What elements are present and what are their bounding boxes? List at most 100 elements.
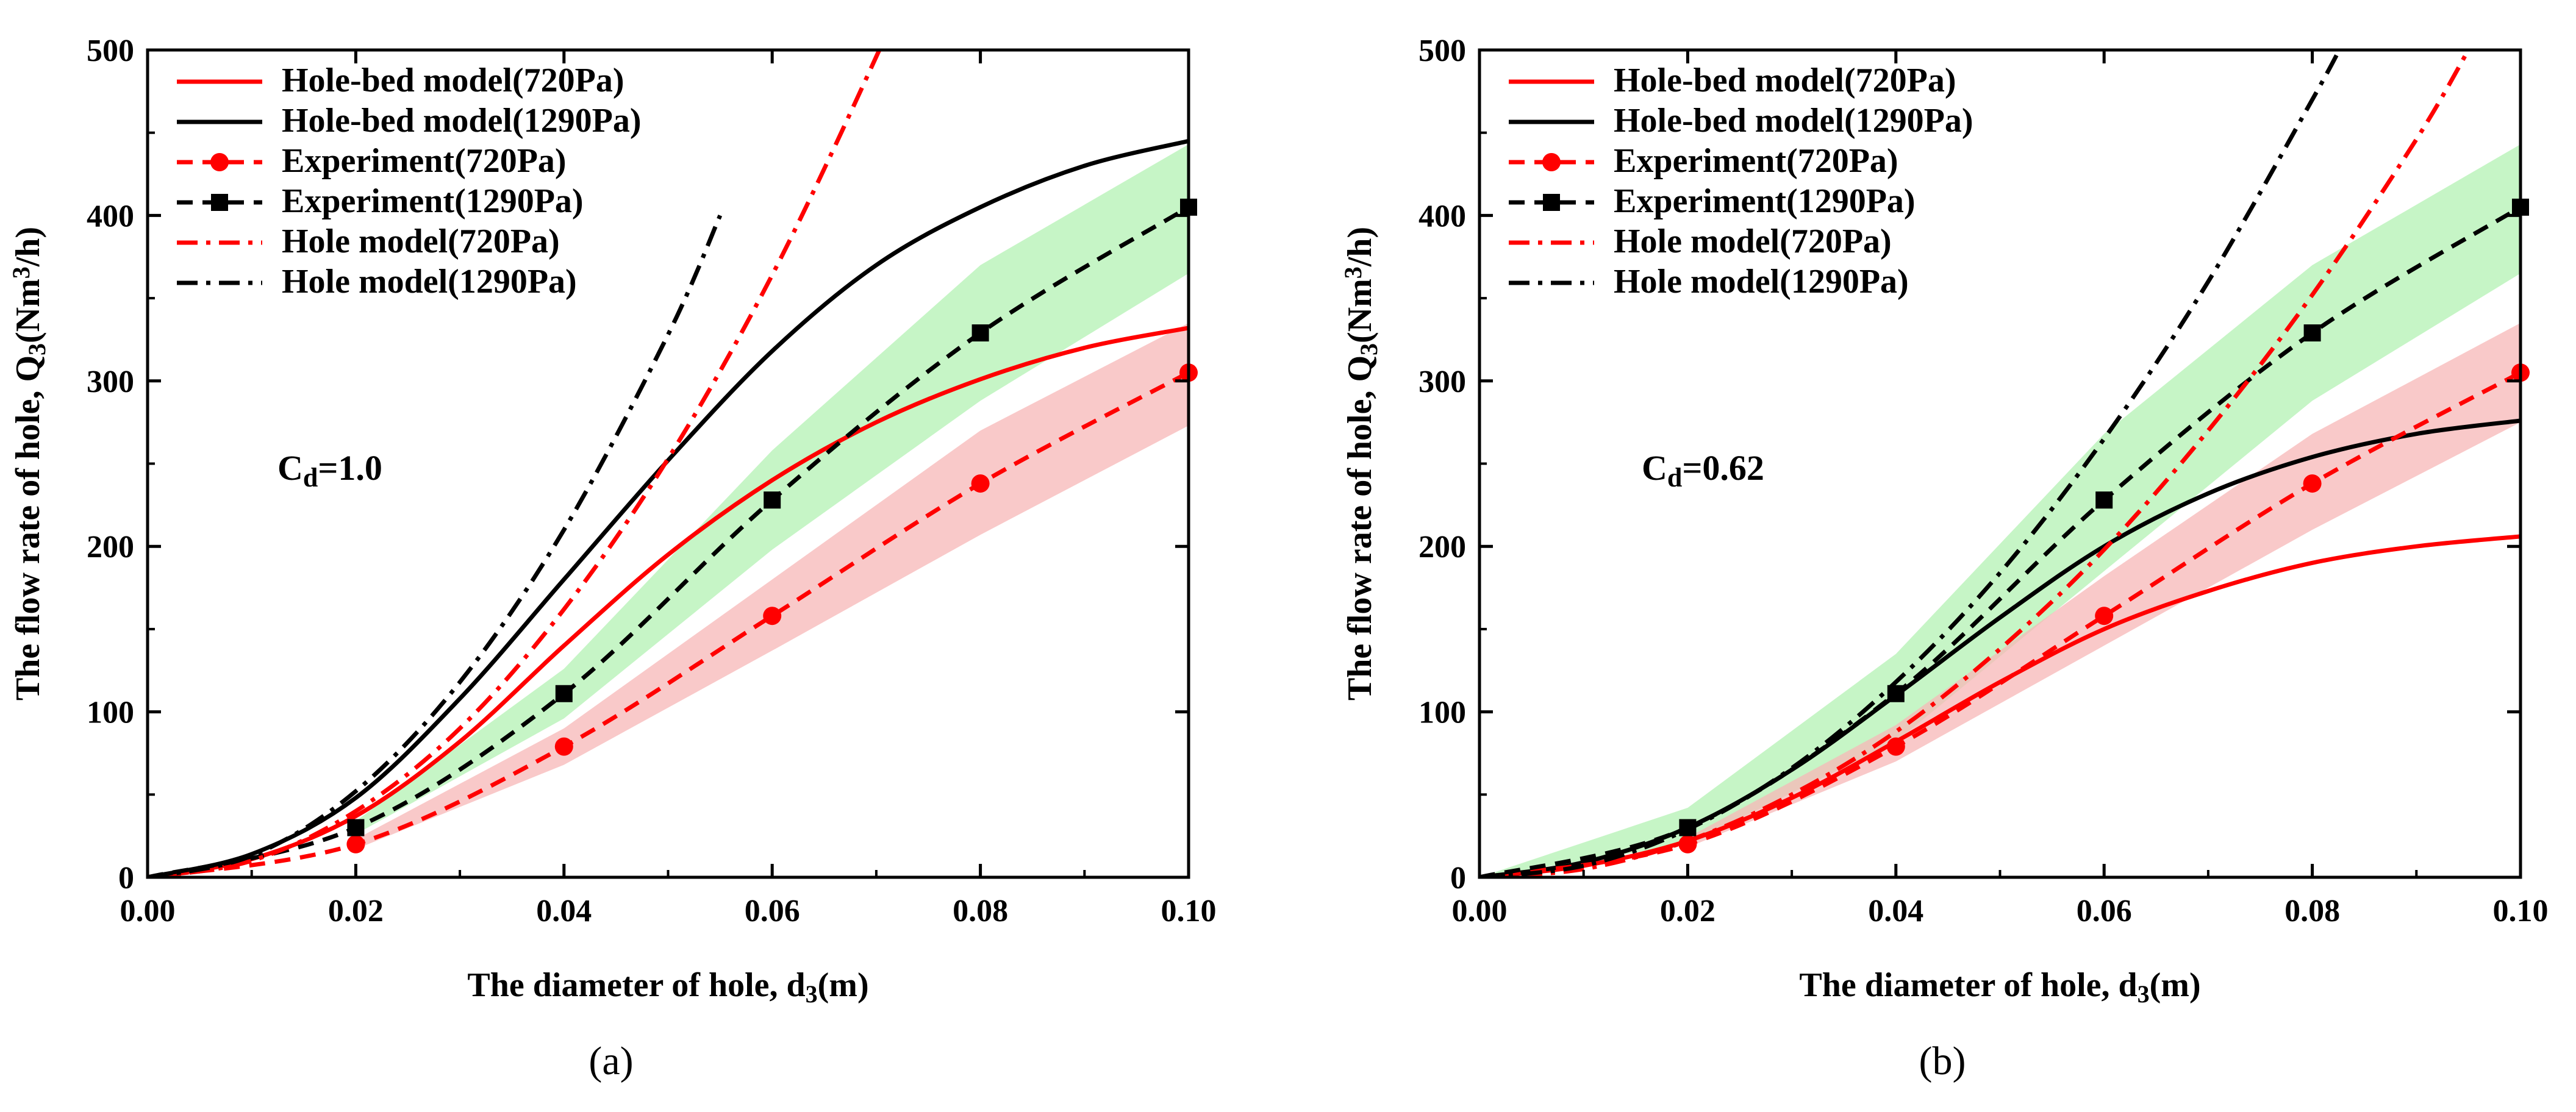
y-axis-title-sub: 3 (1355, 343, 1383, 355)
plot-area (148, 50, 1189, 877)
x-tick-label: 0.06 (745, 894, 800, 928)
y-axis-title-mid: (Nm (1341, 279, 1379, 343)
data-point-experiment-720pa (763, 607, 782, 626)
x-tick-label: 0.04 (536, 894, 592, 928)
legend-label: Hole-bed model(720Pa) (1614, 62, 1956, 99)
data-point-experiment-1290pa (555, 685, 573, 702)
y-tick-label: 300 (1419, 365, 1466, 399)
data-point-experiment-720pa (2095, 607, 2114, 626)
x-axis-title-main: The diameter of hole, d (1799, 966, 2137, 1004)
legend-marker (211, 194, 228, 211)
data-point-experiment-720pa (346, 835, 365, 854)
x-tick-label: 0.00 (1452, 894, 1508, 928)
cd-annotation: Cd=1.0 (277, 448, 382, 493)
x-tick-label: 0.08 (2284, 894, 2340, 928)
cd-annotation-rest: =0.62 (1682, 448, 1764, 488)
x-axis-title: The diameter of hole, d3(m) (467, 966, 868, 1008)
data-point-experiment-1290pa (2095, 491, 2113, 509)
data-point-experiment-1290pa (764, 491, 781, 509)
data-point-experiment-720pa (1678, 835, 1697, 854)
legend-label: Hole-bed model(1290Pa) (282, 102, 641, 140)
legend-label: Hole-bed model(720Pa) (282, 62, 624, 99)
x-axis-title-rest: (m) (818, 966, 869, 1004)
y-axis-title: The flow rate of hole, Q3(Nm3/h) (7, 227, 51, 700)
x-tick-label: 0.02 (328, 894, 384, 928)
x-axis-title-sub: 3 (2138, 980, 2150, 1008)
legend-label: Experiment(720Pa) (282, 142, 567, 180)
y-tick-label: 500 (87, 34, 134, 68)
data-point-experiment-1290pa (971, 324, 989, 342)
y-axis-title-rest: /h) (1341, 227, 1379, 267)
cd-annotation-sub: d (1667, 463, 1682, 493)
band-red (1687, 323, 2521, 848)
band-red (356, 323, 1189, 849)
x-tick-label: 0.10 (2493, 894, 2549, 928)
y-tick-label: 300 (87, 365, 134, 399)
y-tick-label: 200 (1419, 530, 1466, 565)
y-axis-title-sup: 3 (1339, 266, 1367, 279)
cd-annotation-main: C (1642, 448, 1667, 488)
legend-label: Hole model(1290Pa) (282, 263, 577, 301)
cd-annotation-main: C (277, 448, 303, 488)
x-tick-label: 0.10 (1161, 894, 1217, 928)
y-tick-label: 0 (1450, 861, 1466, 896)
legend-marker (210, 153, 229, 171)
data-point-experiment-720pa (554, 737, 573, 756)
y-tick-label: 400 (1419, 199, 1466, 233)
data-point-experiment-1290pa (347, 819, 365, 836)
series-line-hole-model-1290pa (1479, 50, 2342, 877)
cd-annotation-sub: d (303, 463, 318, 493)
cd-annotation-rest: =1.0 (318, 448, 382, 488)
x-tick-label: 0.02 (1660, 894, 1716, 928)
x-tick-label: 0.08 (953, 894, 1008, 928)
series-line-hole-bed-model-720pa (148, 326, 1189, 877)
chart-panel-b: 0.00 0.02 0.04 0.06 0.08 0.10 0 100 200 300 400 500… (1339, 34, 2549, 1083)
x-axis-title-rest: (m) (2150, 966, 2201, 1004)
panel-caption: (b) (1919, 1039, 1966, 1083)
plot-area (1479, 50, 2521, 877)
series-line-experiment-720pa (148, 371, 1189, 877)
legend-label: Hole model(720Pa) (1614, 223, 1892, 260)
legend-label: Experiment(1290Pa) (1614, 182, 1916, 220)
y-axis-title-mid: (Nm (9, 279, 47, 343)
x-axis-title: The diameter of hole, d3(m) (1799, 966, 2200, 1008)
series-line-experiment-720pa (1479, 371, 2521, 877)
band-green (356, 144, 1189, 835)
legend-marker (1543, 194, 1560, 211)
data-point-experiment-1290pa (1679, 819, 1697, 836)
y-tick-label: 400 (87, 199, 134, 233)
panel-caption: (a) (589, 1039, 633, 1083)
chart-panel-a: 0.00 0.02 0.04 0.06 0.08 0.10 0 100 200 300 400 500… (7, 34, 1217, 1083)
data-point-experiment-720pa (1886, 737, 1905, 756)
x-tick-label: 0.04 (1868, 894, 1923, 928)
legend-label: Experiment(720Pa) (1614, 142, 1898, 180)
cd-annotation: Cd=0.62 (1642, 448, 1764, 493)
band-green (1479, 144, 2521, 877)
y-axis-title-sup: 3 (7, 266, 35, 279)
y-axis-title-main: The flow rate of hole, Q (1341, 355, 1379, 700)
y-tick-label: 200 (87, 530, 134, 565)
y-axis-title-sub: 3 (23, 343, 51, 355)
series-line-hole-model-720pa (148, 50, 882, 877)
x-axis-title-main: The diameter of hole, d (467, 966, 805, 1004)
legend-label: Hole model(720Pa) (282, 223, 560, 260)
data-point-experiment-720pa (971, 474, 990, 493)
y-tick-label: 100 (87, 696, 134, 730)
y-tick-label: 500 (1419, 34, 1466, 68)
data-point-experiment-720pa (2303, 474, 2322, 493)
legend-label: Experiment(1290Pa) (282, 182, 584, 220)
x-tick-label: 0.00 (120, 894, 176, 928)
y-axis-title-rest: /h) (9, 227, 47, 267)
y-tick-label: 100 (1419, 696, 1466, 730)
data-point-experiment-1290pa (1887, 685, 1905, 702)
y-tick-label: 0 (118, 861, 134, 896)
x-axis-title-sub: 3 (806, 980, 818, 1008)
data-point-experiment-1290pa (2303, 324, 2321, 342)
legend-label: Hole-bed model(1290Pa) (1614, 102, 1973, 140)
y-axis-title-main: The flow rate of hole, Q (9, 355, 47, 700)
x-tick-label: 0.06 (2077, 894, 2132, 928)
series-line-hole-model-1290pa (148, 214, 723, 877)
legend-marker (1542, 153, 1561, 171)
y-axis-title: The flow rate of hole, Q3(Nm3/h) (1339, 227, 1383, 700)
